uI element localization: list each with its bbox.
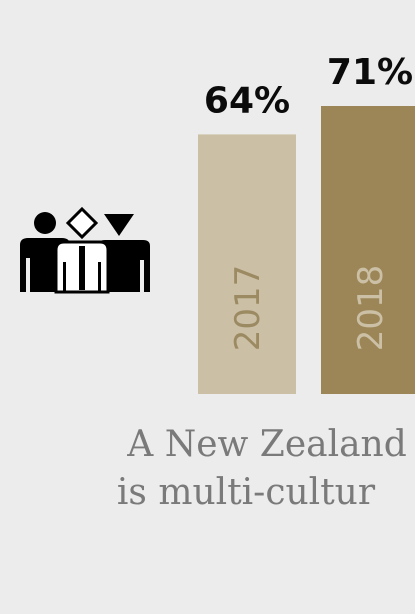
year-label-2017: 2017 [228,265,268,352]
bar-2018 [321,106,415,394]
caption-line-1: A New Zealand t [127,424,415,465]
value-label-2018: 71% [327,52,413,93]
year-label-2018: 2018 [351,265,391,352]
value-label-2017: 64% [204,80,290,121]
diverse-people-icon [20,206,150,294]
bar-2017 [198,134,296,395]
caption-line-2: is multi-cultur [116,472,376,513]
